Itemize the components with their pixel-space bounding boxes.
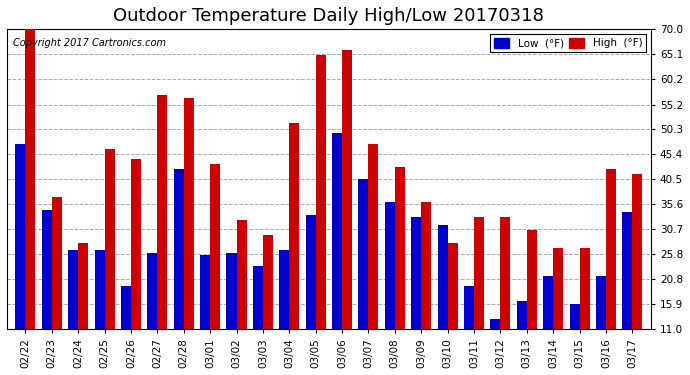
Bar [622,212,632,375]
Bar [121,286,131,375]
Bar [421,202,431,375]
Bar [210,164,220,375]
Bar [174,169,184,375]
Bar [306,215,315,375]
Text: Copyright 2017 Cartronics.com: Copyright 2017 Cartronics.com [13,38,166,48]
Bar [596,276,606,375]
Bar [200,255,210,375]
Bar [632,174,642,375]
Legend: Low  (°F), High  (°F): Low (°F), High (°F) [491,34,646,52]
Bar [78,243,88,375]
Bar [68,251,78,375]
Bar [131,159,141,375]
Bar [368,144,379,375]
Bar [569,304,580,375]
Bar [226,253,237,375]
Bar [52,197,62,375]
Bar [15,144,26,375]
Bar [157,95,168,375]
Bar [26,29,35,375]
Bar [289,123,299,375]
Bar [385,202,395,375]
Bar [553,248,563,375]
Bar [395,166,405,375]
Title: Outdoor Temperature Daily High/Low 20170318: Outdoor Temperature Daily High/Low 20170… [113,7,544,25]
Bar [279,251,289,375]
Bar [543,276,553,375]
Bar [500,217,511,375]
Bar [437,225,448,375]
Bar [491,319,500,375]
Bar [237,220,246,375]
Bar [464,286,474,375]
Bar [411,217,421,375]
Bar [148,253,157,375]
Bar [526,230,537,375]
Bar [42,210,52,375]
Bar [253,266,263,375]
Bar [263,235,273,375]
Bar [606,169,616,375]
Bar [95,251,105,375]
Bar [580,248,589,375]
Bar [332,134,342,375]
Bar [342,50,352,375]
Bar [517,301,526,375]
Bar [315,55,326,375]
Bar [358,179,368,375]
Bar [184,98,194,375]
Bar [105,149,115,375]
Bar [448,243,457,375]
Bar [474,217,484,375]
